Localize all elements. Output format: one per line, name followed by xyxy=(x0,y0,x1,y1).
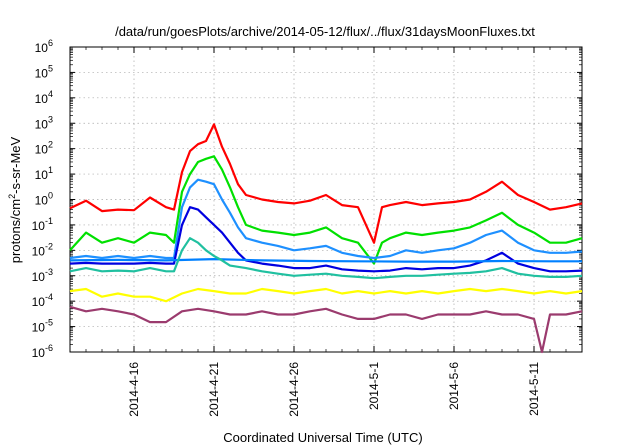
x-tick-label: 2014-5-11 xyxy=(527,362,541,416)
series-line-1 xyxy=(69,123,583,244)
series-line-8 xyxy=(69,305,583,354)
y-axis-ticks: 10-6 10-5 10-4 10-3 10-2 10-1 100 101 102 103 104 1… xyxy=(32,38,582,360)
series-line-2 xyxy=(69,155,583,265)
series-lines xyxy=(69,123,583,354)
y-tick-label: 10-2 xyxy=(32,241,53,258)
chart-title: /data/run/goesPlots/archive/2014-05-12/f… xyxy=(115,24,535,39)
y-tick-label: 100 xyxy=(35,191,53,208)
x-tick-label: 2014-5-6 xyxy=(447,362,461,410)
x-tick-label: 2014-5-1 xyxy=(367,362,381,410)
y-tick-label: 10-3 xyxy=(32,267,53,284)
y-tick-label: 10-4 xyxy=(32,292,53,309)
series-line-7 xyxy=(69,287,583,303)
y-tick-label: 104 xyxy=(35,89,53,106)
x-axis-label: Coordinated Universal Time (UTC) xyxy=(223,430,422,445)
y-tick-label: 10-5 xyxy=(32,318,53,335)
series-line-5 xyxy=(69,258,582,263)
y-tick-label: 101 xyxy=(35,165,53,182)
x-tick-label: 2014-4-26 xyxy=(287,362,301,417)
y-tick-label: 10-1 xyxy=(32,216,53,233)
y-tick-label: 105 xyxy=(35,63,53,80)
y-tick-label: 102 xyxy=(35,140,53,157)
grid-lines xyxy=(70,47,582,352)
y-tick-label: 10-6 xyxy=(32,343,53,360)
series-line-3 xyxy=(69,178,583,260)
y-tick-label: 106 xyxy=(35,38,53,55)
y-axis-label: protons/cm2-s-sr-MeV xyxy=(7,136,23,263)
series-line-6 xyxy=(69,237,583,280)
x-tick-label: 2014-4-21 xyxy=(207,362,221,417)
x-tick-label: 2014-4-16 xyxy=(127,362,141,417)
x-axis-ticks: 2014-4-16 2014-4-21 2014-4-26 2014-5-1 2014-… xyxy=(69,47,583,417)
y-tick-label: 103 xyxy=(35,114,53,131)
